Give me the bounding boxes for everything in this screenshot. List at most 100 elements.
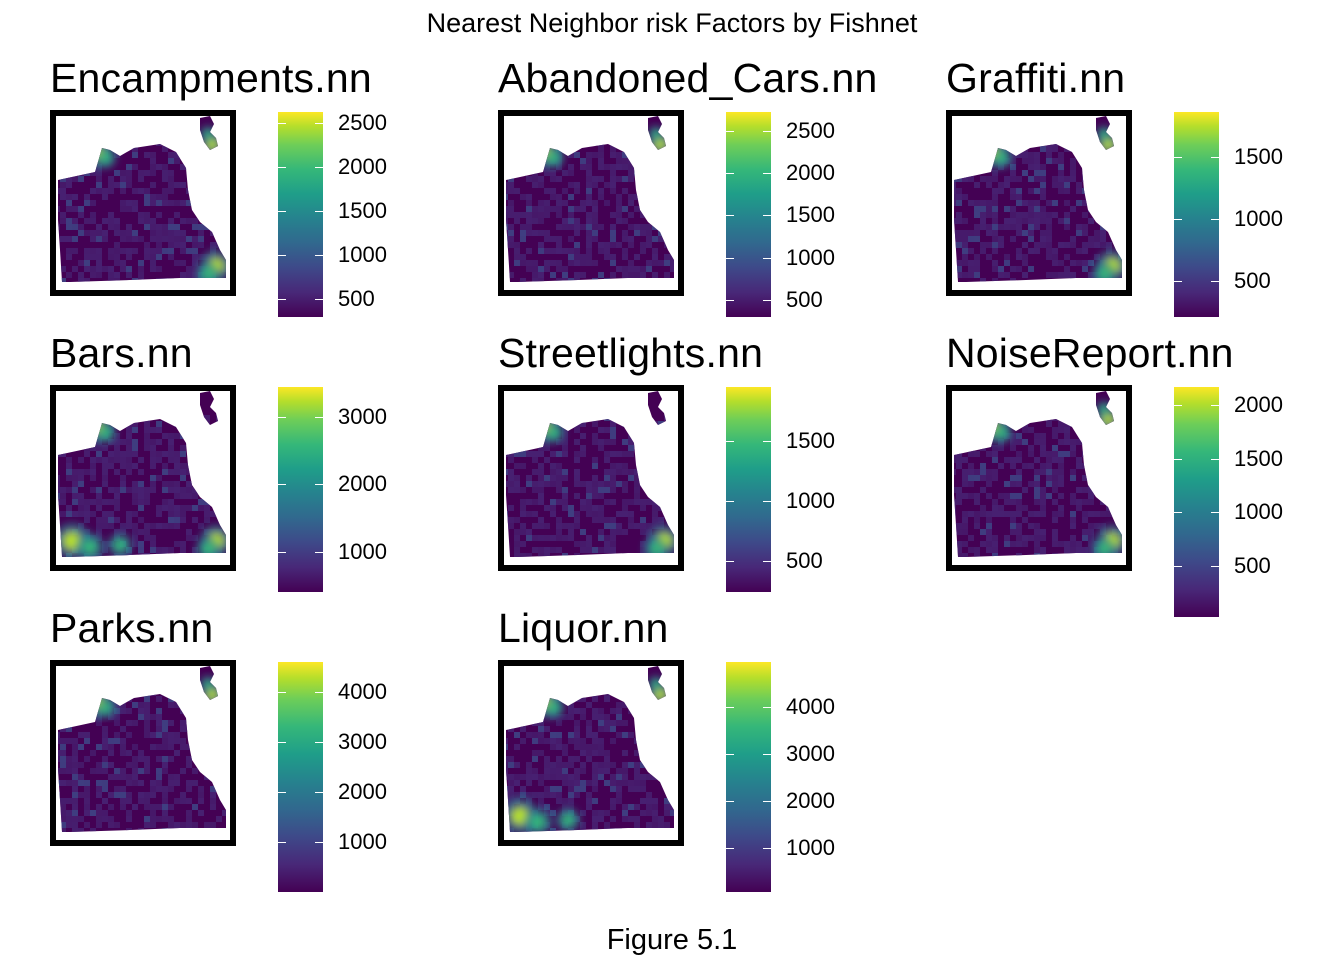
fishnet-cell [132,762,138,768]
fishnet-cell [1058,463,1064,469]
fishnet-cell [126,427,132,433]
fishnet-cell [1040,194,1046,200]
fishnet-cell [962,457,968,463]
fishnet-cell [1058,457,1064,463]
fishnet-cell [622,810,628,816]
fishnet-cell [198,523,204,529]
fishnet-cell [132,523,138,529]
fishnet-cell [592,176,598,182]
fishnet-cell [962,260,968,266]
fishnet-cell [574,690,580,696]
fishnet-cell [102,768,108,774]
panel-title: Abandoned_Cars.nn [498,55,878,101]
fishnet-cell [1088,535,1094,541]
fishnet-cell [216,433,222,439]
fishnet-cell [586,248,592,254]
fishnet-cell [514,541,520,547]
fishnet-cell [1016,469,1022,475]
fishnet-cell [1052,284,1058,290]
fishnet-cell [598,708,604,714]
fishnet-cell [198,457,204,463]
fishnet-cell [962,176,968,182]
fishnet-cell [664,762,670,768]
fishnet-cell [96,768,102,774]
fishnet-cell [956,463,962,469]
fishnet-cell [574,523,580,529]
fishnet-cell [168,511,174,517]
fishnet-cell [1076,499,1082,505]
fishnet-cell [532,481,538,487]
fishnet-cell [156,714,162,720]
fishnet-cell [108,750,114,756]
legend-tick [763,300,771,302]
fishnet-cell [1076,427,1082,433]
fishnet-cell [186,828,192,832]
fishnet-cell [550,690,556,696]
fishnet-cell [610,816,616,822]
fishnet-cell [640,738,646,744]
fishnet-cell [1016,230,1022,236]
fishnet-cell [1010,541,1016,547]
fishnet-cell [186,493,192,499]
fishnet-cell [1118,457,1122,463]
fishnet-cell [78,146,84,152]
fishnet-cell [592,762,598,768]
fishnet-cell [968,140,974,146]
fishnet-cell [66,762,72,768]
fishnet-cell [646,559,652,565]
fishnet-cell [538,248,544,254]
fishnet-cell [968,176,974,182]
fishnet-cell [664,152,670,158]
fishnet-cell [114,445,120,451]
fishnet-cell [562,146,568,152]
fishnet-cell [628,415,634,421]
fishnet-cell [1064,559,1070,565]
fishnet-cell [514,188,520,194]
fishnet-cell [144,224,150,230]
fishnet-cell [66,798,72,804]
fishnet-cell [1052,451,1058,457]
fishnet-cell [204,768,210,774]
fishnet-cell [634,140,640,146]
fishnet-cell [58,732,60,738]
fishnet-cell [72,780,78,786]
fishnet-cell [550,744,556,750]
fishnet-cell [174,481,180,487]
fishnet-cell [90,218,96,224]
fishnet-cell [174,732,180,738]
fishnet-cell [102,284,108,290]
fishnet-cell [538,152,544,158]
fishnet-cell [664,493,670,499]
fishnet-cell [986,427,992,433]
fishnet-cell [72,834,78,840]
fishnet-cell [198,236,204,242]
legend-tick [1174,512,1182,514]
fishnet-cell [664,708,670,714]
fishnet-cell [204,708,210,714]
fishnet-cell [222,415,226,421]
fishnet-cell [622,816,628,822]
fishnet-cell [114,786,120,792]
fishnet-cell [1088,559,1094,565]
fishnet-cell [210,188,216,194]
fishnet-cell [986,146,992,152]
fishnet-cell [1100,236,1106,242]
fishnet-cell [520,236,526,242]
fishnet-cell [210,774,216,780]
fishnet-cell [974,523,980,529]
fishnet-cell [556,260,562,266]
fishnet-cell [156,278,162,282]
fishnet-cell [610,463,616,469]
fishnet-cell [174,750,180,756]
hotspot-core [650,543,662,555]
fishnet-cell [1070,146,1076,152]
fishnet-cell [1088,511,1094,517]
fishnet-cell [592,218,598,224]
fishnet-cell [78,481,84,487]
fishnet-cell [506,469,508,475]
legend-tick [315,166,323,168]
fishnet-cell [222,475,226,481]
fishnet-cell [1082,535,1088,541]
fishnet-cell [96,822,102,828]
fishnet-cell [1082,284,1088,290]
